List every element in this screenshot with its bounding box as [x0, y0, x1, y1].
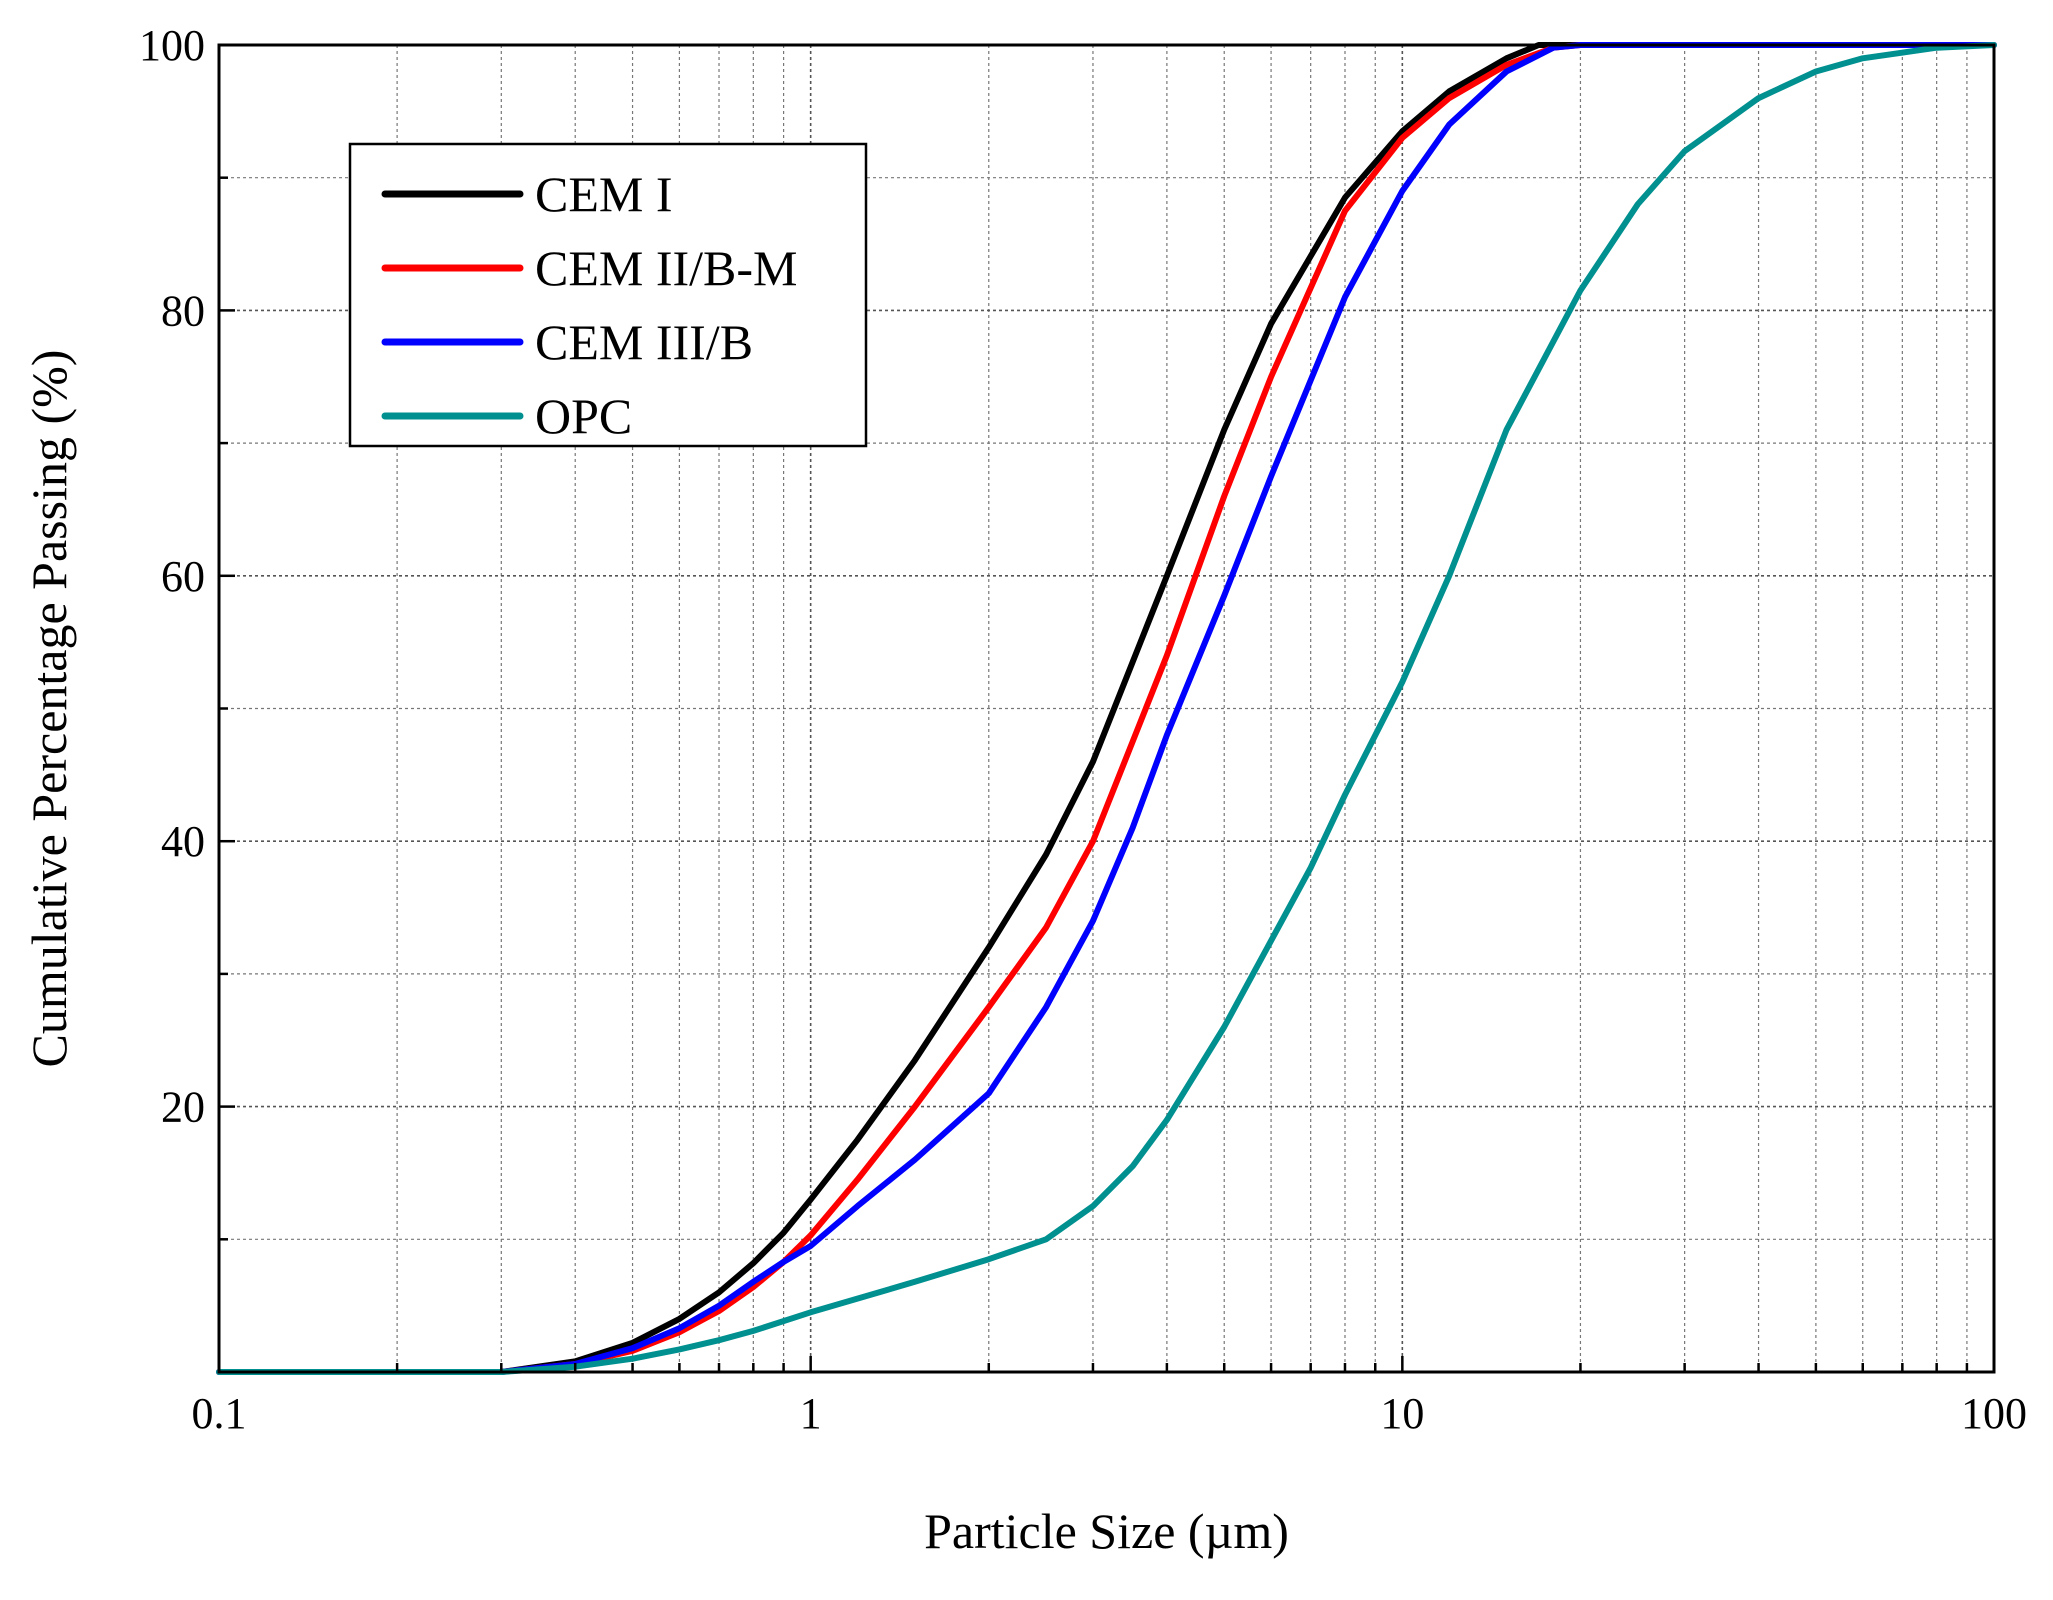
legend-label-cem-iii-b: CEM III/B — [535, 314, 753, 370]
y-axis-title: Cumulative Percentage Passing (%) — [21, 350, 77, 1068]
series-line-opc — [216, 42, 1997, 1375]
x-tick-label: 0.1 — [192, 1389, 247, 1438]
y-tick-label: 80 — [161, 286, 205, 335]
series-layer — [216, 42, 1997, 1375]
label-layer: 0.1 1 10 100 20 40 60 80 100 Particle Size (µm) Cu… — [21, 21, 2027, 1559]
y-tick-label: 40 — [161, 817, 205, 866]
x-axis-title: Particle Size (µm) — [924, 1503, 1289, 1559]
tick-layer — [217, 43, 1996, 1372]
series-line-cem-iii-b — [216, 42, 1997, 1375]
y-tick-label: 60 — [161, 552, 205, 601]
x-tick-label: 1 — [800, 1389, 822, 1438]
x-tick-label: 100 — [1961, 1389, 2027, 1438]
y-tick-label: 20 — [161, 1083, 205, 1132]
x-tick-label: 10 — [1380, 1389, 1424, 1438]
series-line-cem-i — [216, 42, 1997, 1375]
series-line-cem-ii-b-m — [216, 42, 1997, 1375]
legend: CEM I CEM II/B-M CEM III/B OPC — [348, 142, 868, 448]
legend-label-opc: OPC — [535, 388, 632, 444]
legend-label-cem-i: CEM I — [535, 166, 673, 222]
legend-label-cem-ii-b-m: CEM II/B-M — [535, 240, 798, 296]
y-tick-label: 100 — [139, 21, 205, 70]
